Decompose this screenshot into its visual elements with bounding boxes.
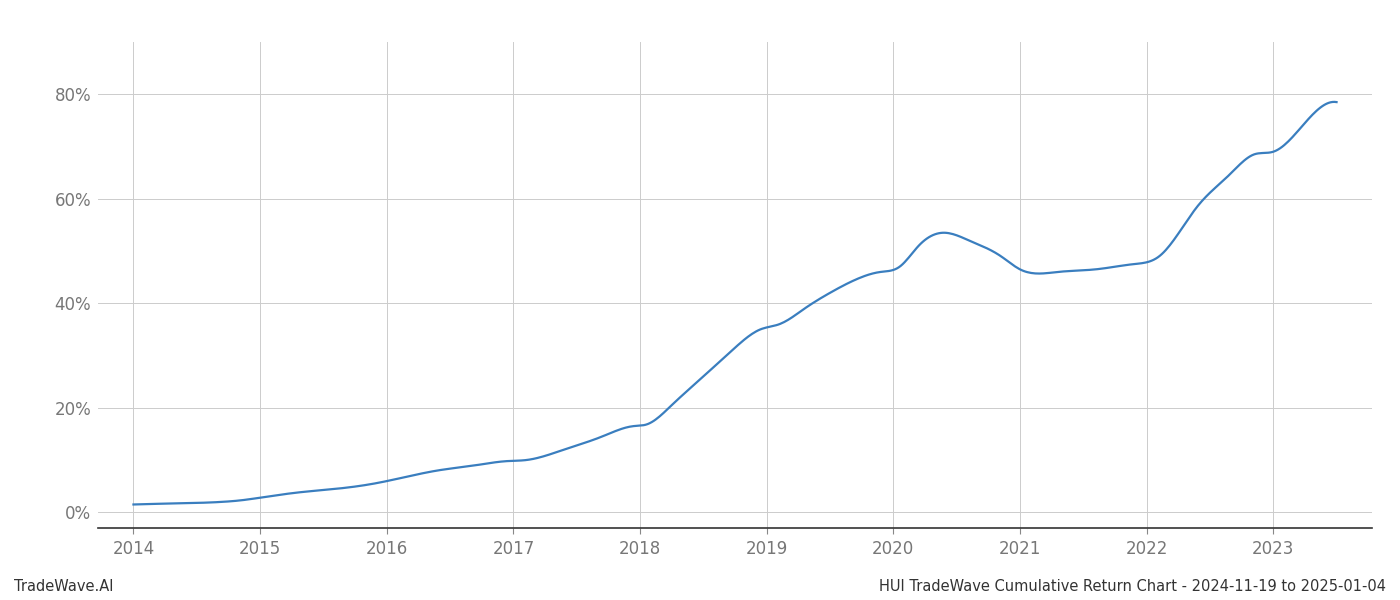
Text: HUI TradeWave Cumulative Return Chart - 2024-11-19 to 2025-01-04: HUI TradeWave Cumulative Return Chart - … xyxy=(879,579,1386,594)
Text: TradeWave.AI: TradeWave.AI xyxy=(14,579,113,594)
